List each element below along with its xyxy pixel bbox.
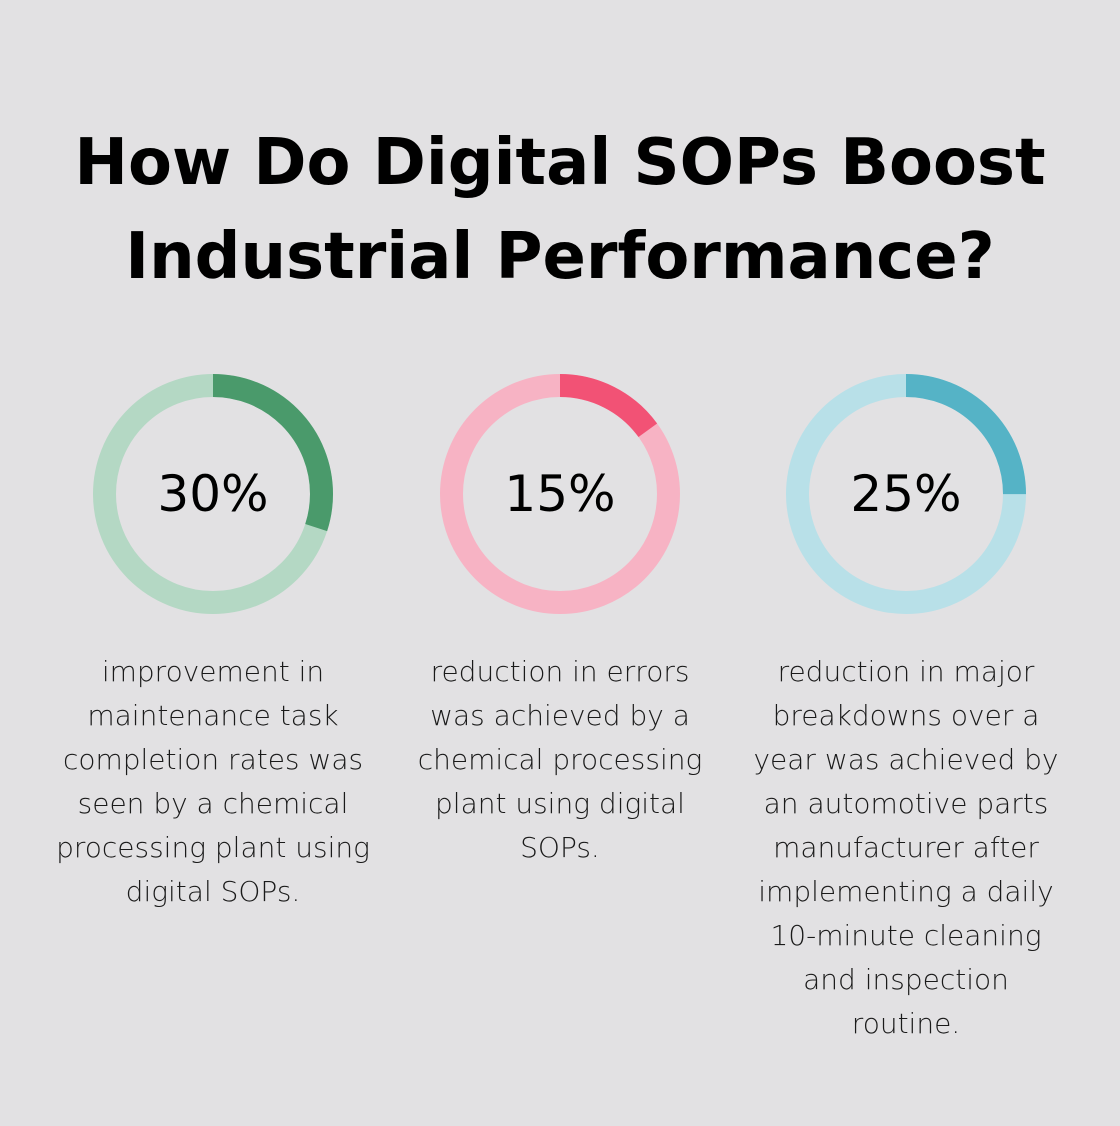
donut-svg-3 <box>786 374 1026 614</box>
donut-value-arc-2 <box>440 374 680 614</box>
donut-chart-3: 25% <box>784 372 1028 616</box>
donut-svg-1 <box>93 374 333 614</box>
stat-description-1: improvement in maintenance task completi… <box>56 655 370 908</box>
title-line-1: How Do Digital SOPs Boost <box>74 126 1046 200</box>
title-line-2: Industrial Performance? <box>125 220 995 294</box>
stat-card-1: 30% improvement in maintenance task comp… <box>48 372 378 914</box>
donut-value-arc-1 <box>93 374 333 614</box>
stat-card-2: 15% reduction in errors was achieved by … <box>395 372 725 870</box>
page-title: How Do Digital SOPs Boost Industrial Per… <box>0 116 1120 304</box>
donut-value-arc-3 <box>786 374 1026 614</box>
donut-chart-2: 15% <box>438 372 682 616</box>
percent-value-1: 30% <box>157 465 269 523</box>
percent-value-2: 15% <box>504 465 616 523</box>
stat-description-3: reduction in major breakdowns over a yea… <box>753 655 1059 1040</box>
percent-value-3: 25% <box>850 465 962 523</box>
stat-card-3: 25% reduction in major breakdowns over a… <box>741 372 1071 1046</box>
stat-description-2: reduction in errors was achieved by a ch… <box>417 655 703 864</box>
donut-svg-2 <box>440 374 680 614</box>
donut-chart-1: 30% <box>91 372 335 616</box>
